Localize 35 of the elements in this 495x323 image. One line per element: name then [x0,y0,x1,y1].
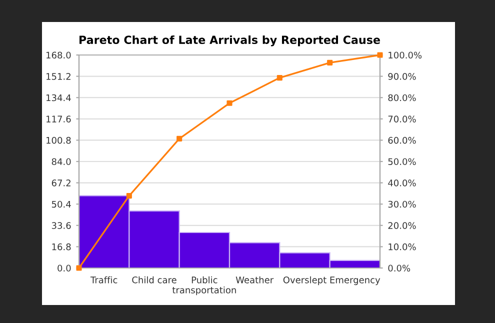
y-tick-label: 117.6 [46,116,71,122]
x-tick-label: Overslept [283,276,326,286]
y2-tick-label: 30.0% [388,200,416,208]
point [126,193,132,199]
point [226,100,232,106]
point [176,136,182,142]
x-tick-label: Child care [132,276,176,284]
y2-tick-label: 0.0% [388,264,410,272]
y-tick-label: 168.0 [46,52,71,59]
point [377,52,383,58]
y-tick-label: 84.0 [52,158,71,166]
y2-tick-label: 80.0% [388,94,416,102]
y2-tick-label: 10.0% [388,243,416,250]
x-tick-label: Emergency [330,276,380,286]
y2-tick-label: 90.0% [388,73,416,80]
y-tick-label: 50.4 [52,200,71,208]
point [76,265,82,271]
point [276,75,282,81]
y2-tick-label: 60.0% [388,136,416,144]
y-tick-label: 67.2 [52,180,70,186]
y-tick-label: 33.6 [52,222,71,229]
y2-tick-label: 40.0% [388,180,416,186]
chart-title: Pareto Chart of Late Arrivals by Reported Cause [80,35,380,46]
x-tick-label: Traffic [90,276,118,284]
y2-tick-label: 20.0% [388,222,416,229]
y-tick-label: 16.8 [52,243,71,250]
y2-tick-label: 100.0% [388,52,422,59]
y2-tick-label: 70.0% [388,116,416,122]
point [327,60,333,66]
y2-tick-label: 50.0% [388,158,416,166]
y-tick-label: 0.0 [58,264,71,272]
x-tick-label: Weather [236,276,274,284]
y-tick-label: 134.4 [46,94,71,102]
y-tick-label: 151.2 [46,73,70,80]
y-tick-label: 100.8 [46,136,71,144]
